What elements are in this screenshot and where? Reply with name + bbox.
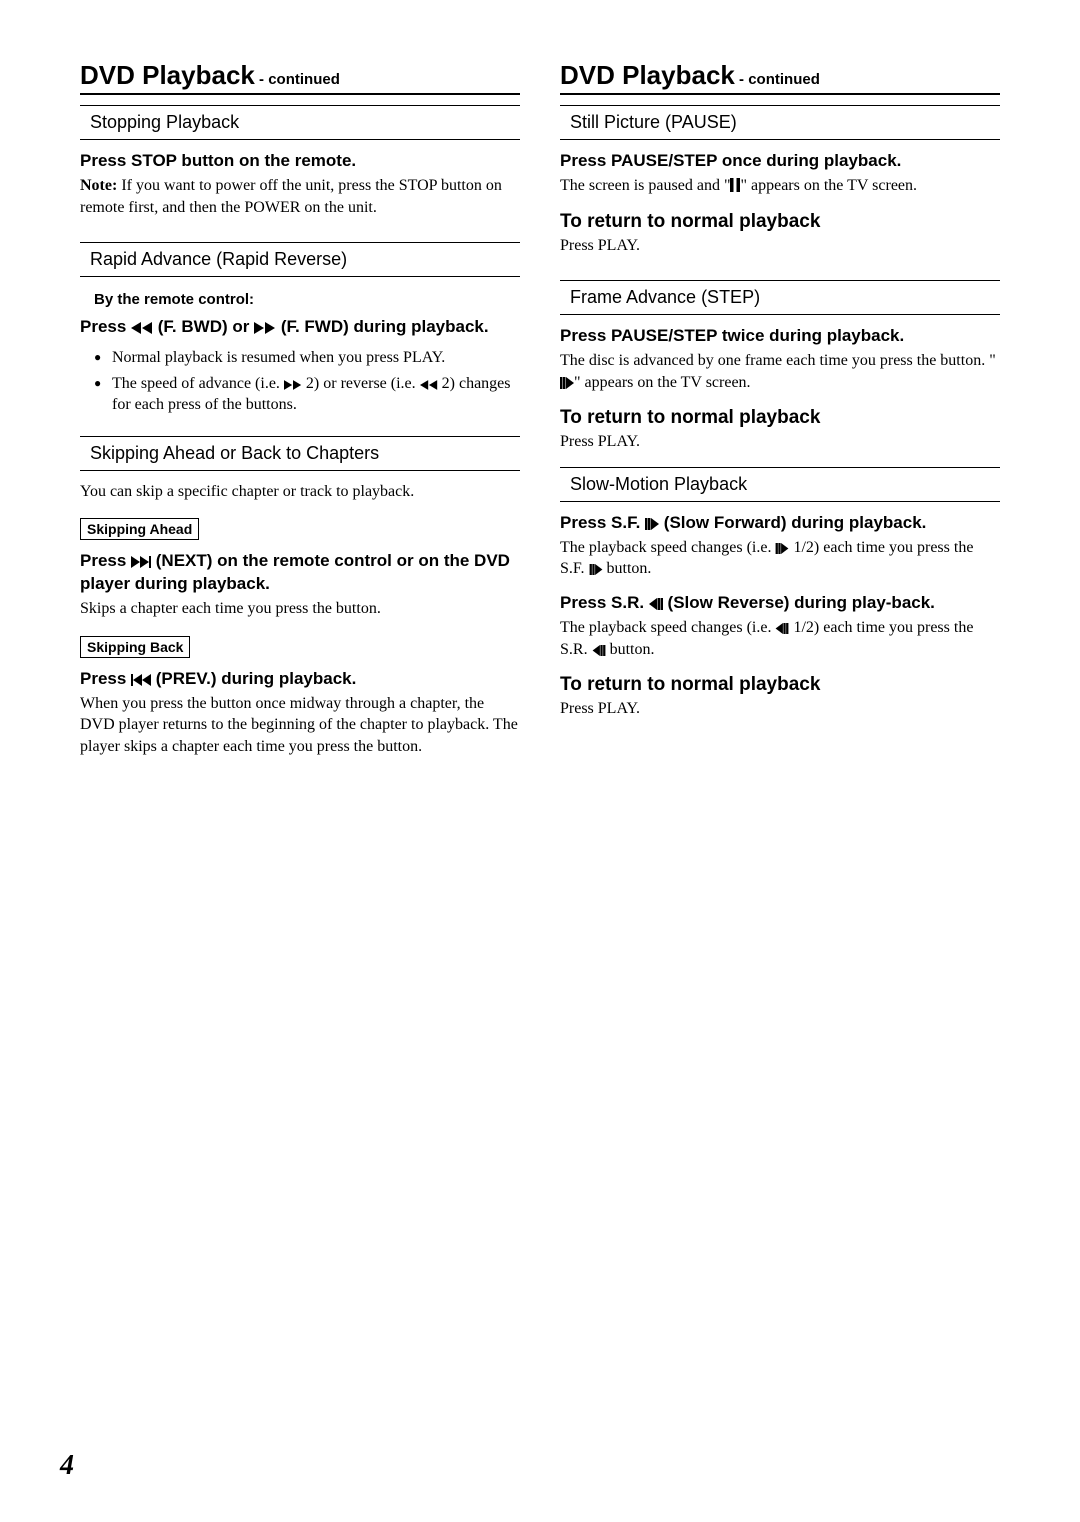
ahead-body: Skips a chapter each time you press the … xyxy=(80,598,520,620)
text: button. xyxy=(606,641,655,658)
prev-track-icon xyxy=(131,674,151,686)
fast-rewind-icon xyxy=(131,322,153,334)
return-heading: To return to normal playback xyxy=(560,211,1000,233)
press-next: Press (NEXT) on the remote control or on… xyxy=(80,550,520,596)
sf-body: The playback speed changes (i.e. 1/2) ea… xyxy=(560,537,1000,580)
by-remote-label: By the remote control: xyxy=(94,291,520,308)
text: 2) or reverse (i.e. xyxy=(302,375,420,392)
bullet-item: Normal playback is resumed when you pres… xyxy=(94,347,520,369)
return-body: Press PLAY. xyxy=(560,431,1000,453)
text: (Slow Reverse) during play-back. xyxy=(663,593,935,612)
return-heading: To return to normal playback xyxy=(560,674,1000,696)
slow-forward-icon xyxy=(645,518,659,530)
fast-forward-icon xyxy=(254,322,276,334)
text: The speed of advance (i.e. xyxy=(112,375,284,392)
skip-intro: You can skip a specific chapter or track… xyxy=(80,481,520,503)
text: button. xyxy=(603,560,652,577)
text: The screen is paused and " xyxy=(560,177,730,194)
press-pause-once: Press PAUSE/STEP once during playback. xyxy=(560,150,1000,173)
text: The playback speed changes (i.e. xyxy=(560,619,775,636)
slow-motion-header: Slow-Motion Playback xyxy=(560,467,1000,502)
slow-reverse-icon xyxy=(775,623,789,634)
title-text: DVD Playback xyxy=(560,60,735,90)
stop-note: Note: If you want to power off the unit,… xyxy=(80,175,520,218)
note-label: Note: xyxy=(80,177,117,194)
text: Press xyxy=(80,551,131,570)
text: (PREV.) during playback. xyxy=(151,669,356,688)
text: (F. BWD) or xyxy=(153,317,254,336)
press-sr: Press S.R. (Slow Reverse) during play-ba… xyxy=(560,592,1000,615)
fast-forward-icon xyxy=(284,380,302,390)
rapid-bullets: Normal playback is resumed when you pres… xyxy=(94,347,520,416)
title-text: DVD Playback xyxy=(80,60,255,90)
text: Press S.F. xyxy=(560,513,645,532)
press-stop: Press STOP button on the remote. xyxy=(80,150,520,173)
press-prev: Press (PREV.) during playback. xyxy=(80,668,520,691)
return-body: Press PLAY. xyxy=(560,698,1000,720)
pause-body: The screen is paused and " " appears on t… xyxy=(560,175,1000,197)
text: (Slow Forward) during playback. xyxy=(659,513,926,532)
title-continued: - continued xyxy=(255,71,340,88)
slow-reverse-icon xyxy=(592,645,606,656)
back-body: When you press the button once midway th… xyxy=(80,693,520,758)
skipping-header: Skipping Ahead or Back to Chapters xyxy=(80,436,520,471)
text: " appears on the TV screen. xyxy=(740,177,917,194)
slow-forward-icon xyxy=(589,564,603,575)
note-body: If you want to power off the unit, press… xyxy=(80,177,502,216)
frame-body: The disc is advanced by one frame each t… xyxy=(560,350,1000,393)
still-picture-header: Still Picture (PAUSE) xyxy=(560,105,1000,140)
skipping-back-label: Skipping Back xyxy=(80,636,190,658)
page-number: 4 xyxy=(60,1450,74,1482)
press-fbwd-ffwd: Press (F. BWD) or (F. FWD) during playba… xyxy=(80,316,520,339)
two-column-layout: DVD Playback - continued Stopping Playba… xyxy=(80,60,1000,758)
left-column: DVD Playback - continued Stopping Playba… xyxy=(80,60,520,758)
left-title: DVD Playback - continued xyxy=(80,60,520,95)
right-title: DVD Playback - continued xyxy=(560,60,1000,95)
press-pause-twice: Press PAUSE/STEP twice during playback. xyxy=(560,325,1000,348)
title-continued: - continued xyxy=(735,71,820,88)
sr-body: The playback speed changes (i.e. 1/2) ea… xyxy=(560,617,1000,660)
next-track-icon xyxy=(131,556,151,568)
step-forward-icon xyxy=(560,377,574,389)
text: Press xyxy=(80,317,131,336)
text: Press xyxy=(80,669,131,688)
text: " appears on the TV screen. xyxy=(574,374,751,391)
text: Press S.R. xyxy=(560,593,649,612)
stopping-playback-header: Stopping Playback xyxy=(80,105,520,140)
frame-advance-header: Frame Advance (STEP) xyxy=(560,280,1000,315)
text: The playback speed changes (i.e. xyxy=(560,539,775,556)
return-heading: To return to normal playback xyxy=(560,407,1000,429)
slow-reverse-icon xyxy=(649,598,663,610)
skipping-ahead-label: Skipping Ahead xyxy=(80,518,199,540)
return-body: Press PLAY. xyxy=(560,235,1000,257)
pause-icon xyxy=(730,178,740,192)
fast-rewind-icon xyxy=(420,380,438,390)
text: (F. FWD) during playback. xyxy=(276,317,489,336)
slow-forward-icon xyxy=(775,543,789,554)
bullet-item: The speed of advance (i.e. 2) or reverse… xyxy=(94,373,520,416)
rapid-advance-header: Rapid Advance (Rapid Reverse) xyxy=(80,242,520,277)
text: The disc is advanced by one frame each t… xyxy=(560,352,996,369)
right-column: DVD Playback - continued Still Picture (… xyxy=(560,60,1000,758)
press-sf: Press S.F. (Slow Forward) during playbac… xyxy=(560,512,1000,535)
